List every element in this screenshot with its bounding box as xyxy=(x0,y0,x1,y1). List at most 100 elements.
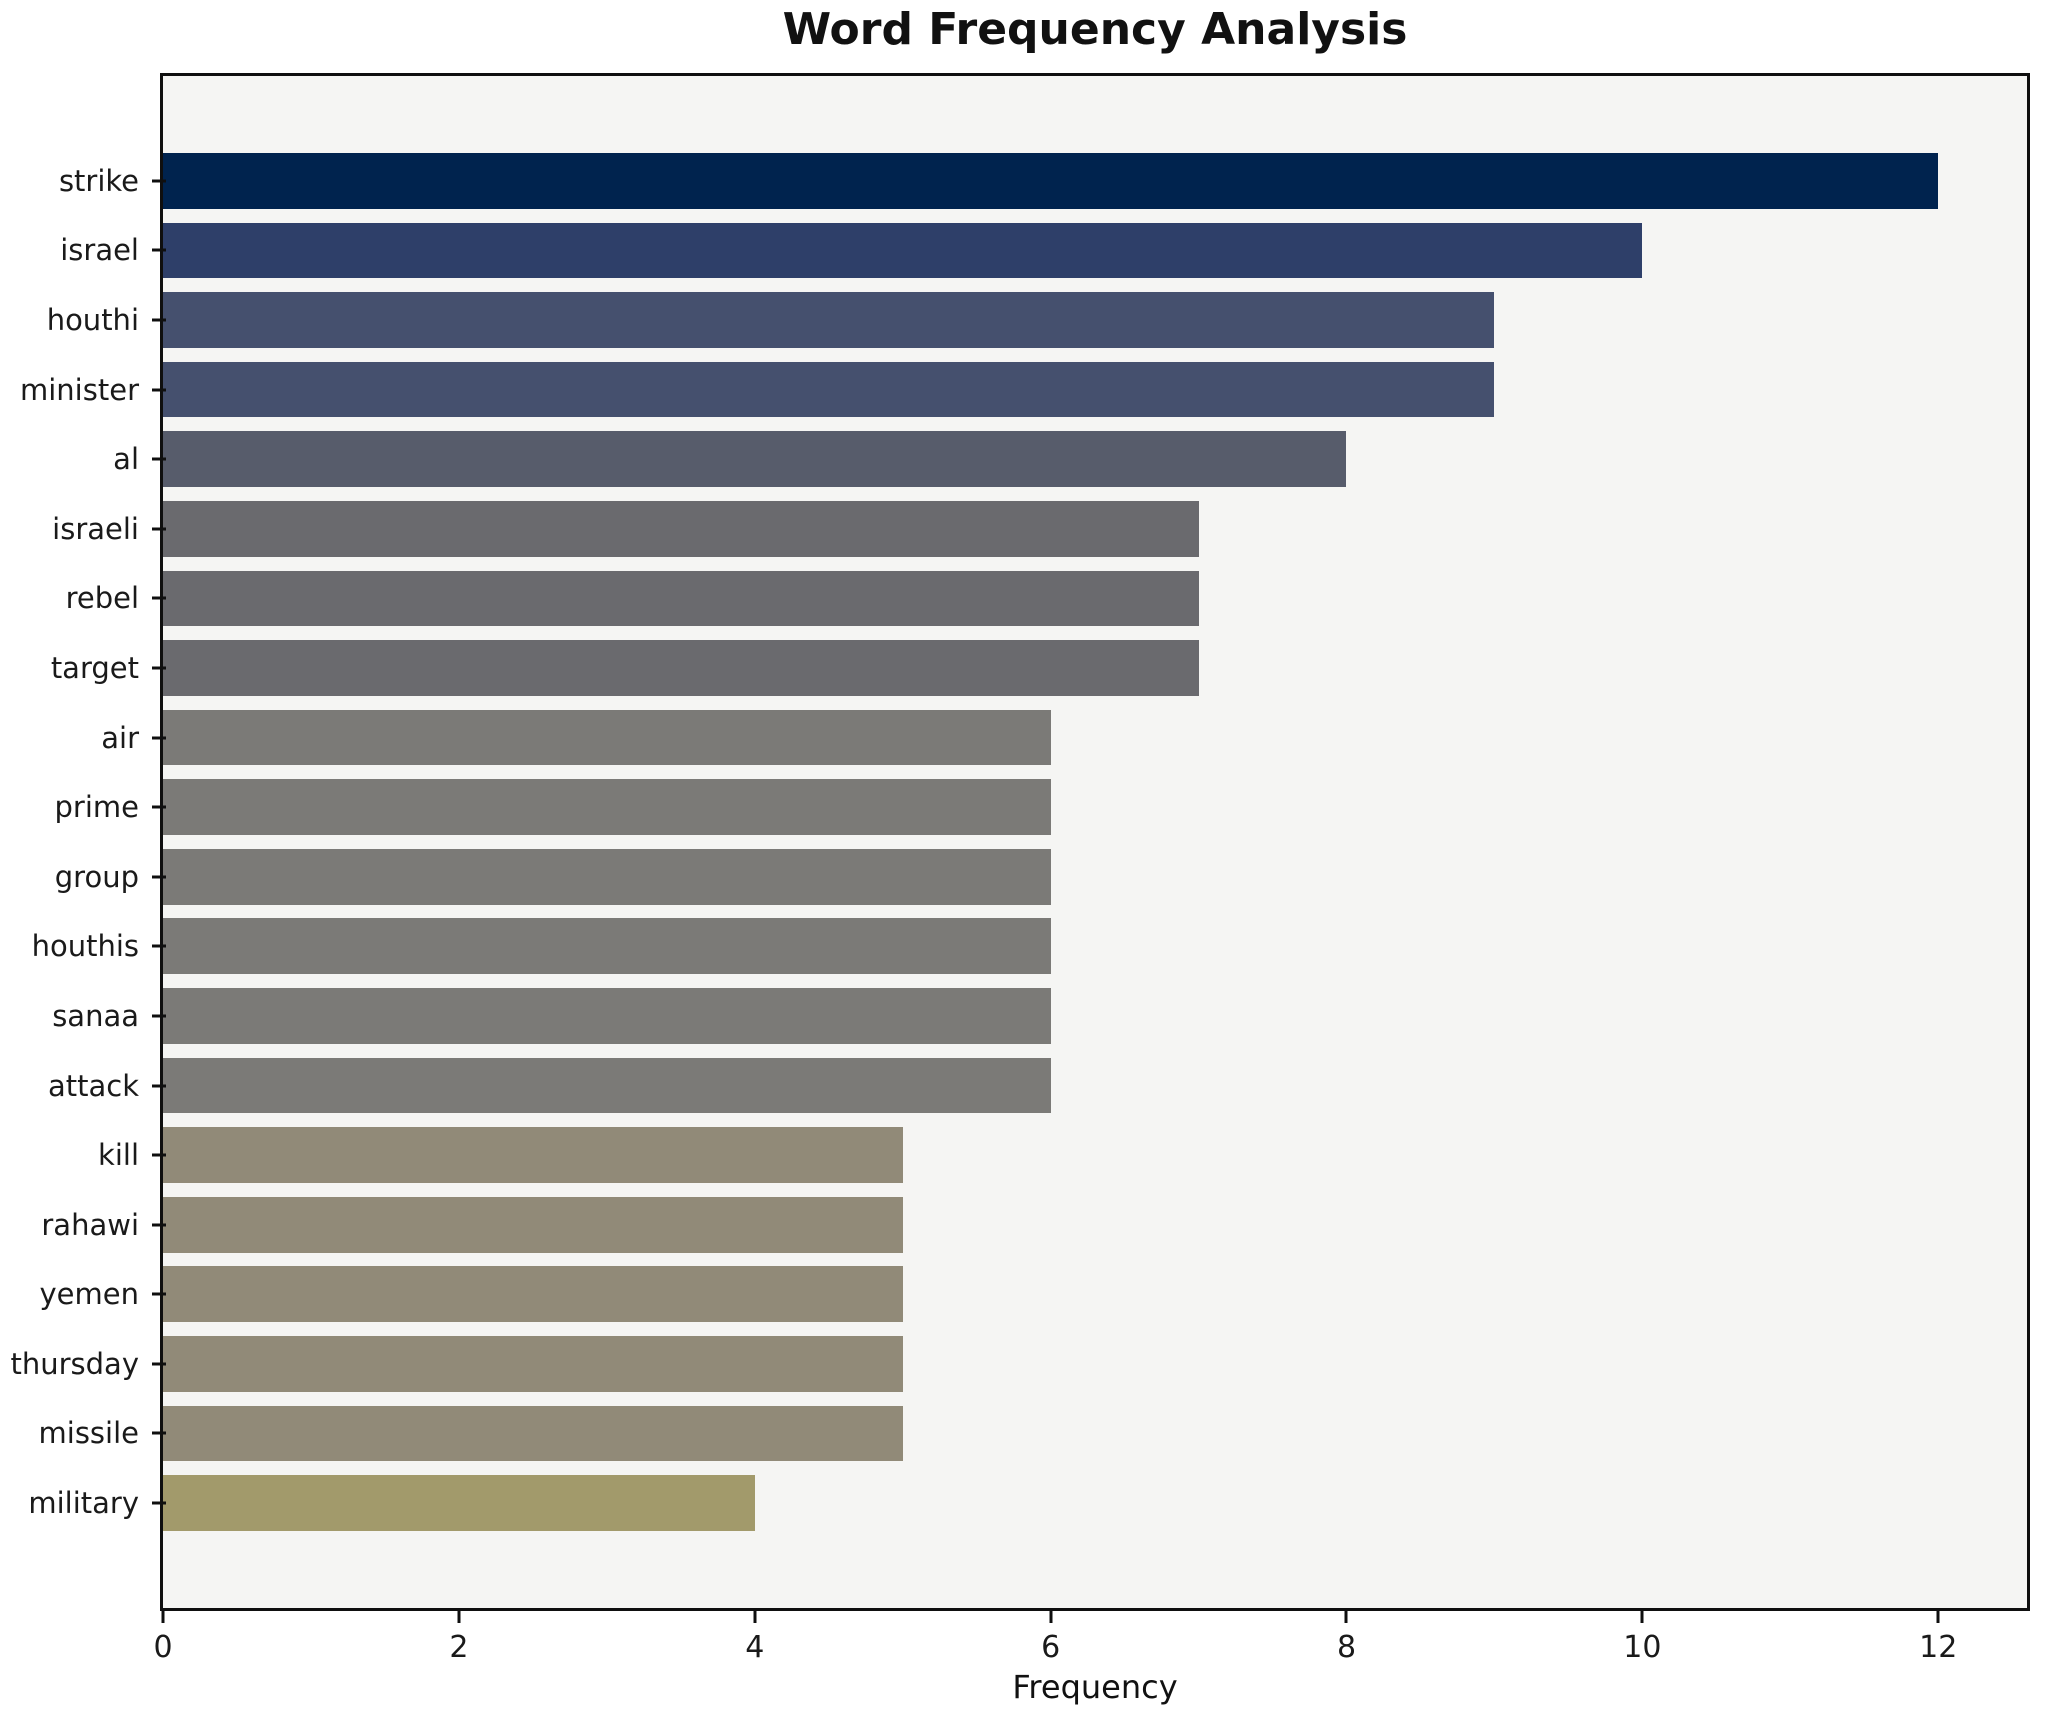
bars-container xyxy=(163,76,2027,1608)
y-row: israel xyxy=(0,216,166,286)
chart-title: Word Frequency Analysis xyxy=(782,4,1408,55)
y-tick-label: military xyxy=(28,1486,139,1521)
y-row: houthi xyxy=(0,285,166,355)
y-tick-mark xyxy=(152,457,166,461)
x-axis-label: Frequency xyxy=(1012,1668,1178,1706)
bar-row xyxy=(163,1260,2027,1330)
y-tick-label: thursday xyxy=(10,1346,139,1381)
y-tick-mark xyxy=(152,1223,166,1227)
y-tick-mark xyxy=(152,1153,166,1157)
x-tick-mark xyxy=(753,1608,757,1623)
bar-target xyxy=(163,640,1199,696)
x-tick-mark xyxy=(1049,1608,1053,1623)
bar-houthis xyxy=(163,918,1051,975)
y-tick-label: target xyxy=(50,650,139,685)
bar-israel xyxy=(163,222,1643,279)
y-tick-label: air xyxy=(101,720,139,755)
bar-thursday xyxy=(163,1336,903,1392)
bar-military xyxy=(163,1475,755,1531)
y-row: rebel xyxy=(0,564,166,634)
x-tick-label: 4 xyxy=(745,1630,765,1665)
y-row: missile xyxy=(0,1399,166,1469)
bar-row xyxy=(163,1190,2027,1260)
bar-row xyxy=(163,285,2027,355)
bar-israeli xyxy=(163,500,1199,557)
bar-row xyxy=(163,912,2027,982)
y-tick-mark xyxy=(152,596,166,600)
x-tick-mark xyxy=(1344,1608,1348,1623)
y-tick-mark xyxy=(152,875,166,879)
y-tick-label: rahawi xyxy=(41,1207,139,1242)
y-row: attack xyxy=(0,1051,166,1121)
bar-row xyxy=(163,981,2027,1051)
y-tick-mark xyxy=(152,388,166,392)
y-tick-label: attack xyxy=(47,1068,139,1103)
bar-row xyxy=(163,703,2027,773)
y-row: thursday xyxy=(0,1329,166,1399)
y-tick-mark xyxy=(152,666,166,670)
y-tick-mark xyxy=(152,1084,166,1088)
y-tick-mark xyxy=(152,1014,166,1018)
y-axis: strike israel houthi minister al israeli rebel… xyxy=(0,76,166,1608)
bar-al xyxy=(163,431,1347,487)
bar-air xyxy=(163,709,1051,766)
y-tick-mark xyxy=(152,248,166,252)
y-tick-label: houthis xyxy=(31,929,139,964)
y-tick-label: al xyxy=(113,442,139,477)
bar-group xyxy=(163,848,1051,905)
y-tick-mark xyxy=(152,179,166,183)
y-row: prime xyxy=(0,772,166,842)
y-tick-mark xyxy=(152,805,166,809)
y-row: kill xyxy=(0,1120,166,1190)
y-tick-label: israel xyxy=(60,233,139,268)
bar-row xyxy=(163,1120,2027,1190)
bar-missile xyxy=(163,1405,903,1462)
y-tick-label: israeli xyxy=(52,511,139,546)
y-tick-mark xyxy=(152,944,166,948)
bar-sanaa xyxy=(163,988,1051,1044)
bar-row xyxy=(163,772,2027,842)
bar-prime xyxy=(163,779,1051,835)
y-row: sanaa xyxy=(0,981,166,1051)
y-tick-label: missile xyxy=(38,1416,139,1451)
y-tick-label: kill xyxy=(98,1138,139,1173)
bar-minister xyxy=(163,361,1495,418)
y-tick-label: group xyxy=(54,859,139,894)
y-row: strike xyxy=(0,146,166,216)
y-tick-label: houthi xyxy=(46,302,139,337)
x-tick-label: 0 xyxy=(153,1630,173,1665)
bar-yemen xyxy=(163,1266,903,1323)
bar-rahawi xyxy=(163,1196,903,1253)
bar-row xyxy=(163,1329,2027,1399)
x-tick-mark xyxy=(457,1608,461,1623)
bar-row xyxy=(163,564,2027,634)
y-row: air xyxy=(0,703,166,773)
bar-row xyxy=(163,494,2027,564)
y-tick-label: prime xyxy=(54,790,139,825)
y-row: target xyxy=(0,633,166,703)
y-row: rahawi xyxy=(0,1190,166,1260)
x-tick-label: 8 xyxy=(1336,1630,1357,1665)
bar-row xyxy=(163,1399,2027,1469)
y-tick-label: sanaa xyxy=(52,998,139,1033)
y-tick-mark xyxy=(152,1362,166,1366)
bar-row xyxy=(163,1051,2027,1121)
y-tick-label: rebel xyxy=(65,581,139,616)
y-row: minister xyxy=(0,355,166,425)
bar-row xyxy=(163,842,2027,912)
x-tick-label: 2 xyxy=(449,1630,469,1665)
bar-houthi xyxy=(163,292,1495,348)
bar-row xyxy=(163,355,2027,425)
bar-row xyxy=(163,633,2027,703)
y-tick-mark xyxy=(152,736,166,740)
x-tick-mark xyxy=(161,1608,165,1623)
y-tick-mark xyxy=(152,527,166,531)
y-tick-mark xyxy=(152,1431,166,1435)
y-row: israeli xyxy=(0,494,166,564)
y-row: military xyxy=(0,1468,166,1538)
y-tick-label: strike xyxy=(58,163,139,198)
bar-rebel xyxy=(163,570,1199,627)
y-row: yemen xyxy=(0,1260,166,1330)
y-tick-mark xyxy=(152,1292,166,1296)
